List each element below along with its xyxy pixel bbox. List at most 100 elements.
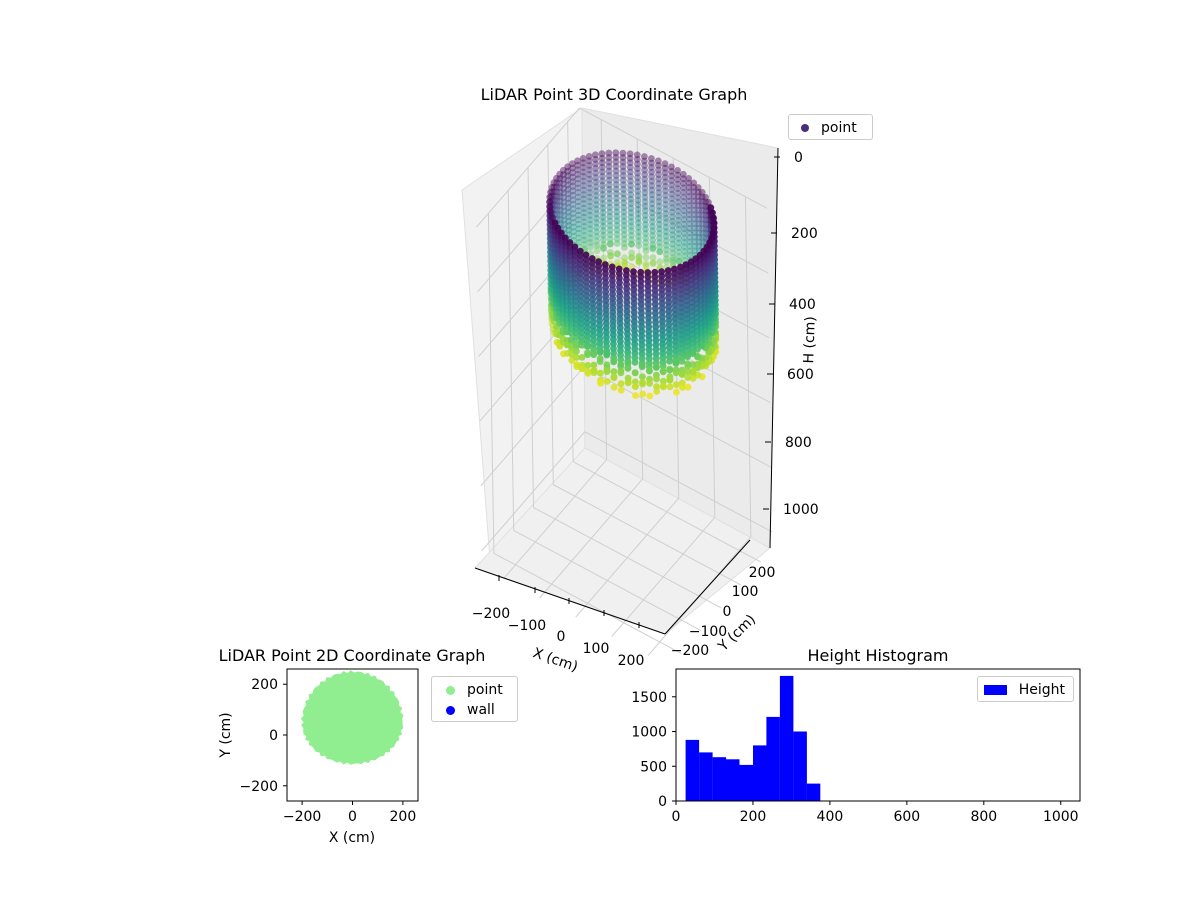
point-3d [674,176,682,183]
point-3d [634,205,642,213]
point-3d [681,248,688,255]
point-3d [649,236,657,244]
point-3d [662,210,670,218]
point-3d [606,190,613,198]
point-3d [635,242,643,250]
point-3d [569,173,576,181]
point-3d [661,164,669,172]
point-3d [606,226,614,234]
point-3d [675,257,683,265]
point-3d [586,166,593,174]
point-3d [699,216,706,223]
point-3d [635,259,643,266]
point-3d [606,199,613,207]
point-3d [605,172,613,180]
point-3d [547,202,555,210]
point-3d [702,198,710,206]
point-3d [686,252,694,259]
point-3d [680,211,688,219]
point-3d [656,225,663,233]
point-3d [613,185,620,193]
point-3d [628,236,635,244]
point-3d [642,234,650,242]
point-3d [547,293,555,300]
point-3d [569,187,577,195]
z-tick-label: 200 [791,226,818,242]
point-3d [627,204,635,212]
point-3d [570,232,577,240]
point-3d [548,202,556,209]
point-3d [586,189,594,197]
point-3d [556,197,564,205]
grid-left-h [477,172,581,293]
point-3d [547,306,555,314]
hist-x-tick-label: 400 [817,809,844,825]
grid-floor-y [553,484,742,586]
point-3d [546,244,554,251]
point-3d [593,210,600,218]
point-3d [685,184,693,191]
point-3d [556,170,564,178]
point-3d [599,173,606,180]
histogram-bar [793,731,807,801]
point-3d [586,221,594,228]
point-3d [574,202,582,210]
point-3d [649,241,657,249]
point-3d [580,195,588,203]
legend-2d: point wall [431,676,518,722]
point-3d [587,243,594,251]
point-3d [546,212,554,220]
point-3d [586,225,594,233]
point-3d [607,252,614,260]
point-3d [546,239,554,247]
point-3d [575,211,582,219]
point-3d [596,358,604,365]
point-3d [648,204,656,212]
point-3d [691,229,698,237]
point-3d [668,199,676,207]
y-tick-label: 0 [723,604,732,620]
point-3d [649,259,657,267]
point-3d [600,241,607,248]
point-3d [586,180,593,188]
point-3d [597,369,604,377]
point-3d [680,216,688,224]
point-3d [560,166,567,174]
z-tick-label: 600 [787,367,814,383]
point-3d [599,186,606,194]
point-3d [675,216,682,224]
point-3d [675,230,682,238]
point-3d [672,381,680,388]
point-3d [675,221,682,229]
point-3d [586,202,594,210]
point-3d [579,164,587,171]
point-3d [686,234,694,241]
point-3d [546,216,554,224]
point-3d [680,229,688,237]
grid-floor-y [513,529,702,632]
point-3d [578,341,586,349]
point-3d [680,220,688,228]
point-3d [635,237,642,245]
point-3d [680,207,688,215]
point-3d [605,158,613,166]
point-3d [641,175,649,183]
point-3d [620,208,628,216]
hist-y-tick-label: 1000 [631,725,667,741]
point-3d [603,350,611,358]
point-3d [656,230,663,237]
point-3d [599,191,607,198]
y-tick-label: −200 [671,643,709,659]
point-3d [560,212,568,220]
point-3d [580,223,588,230]
point-3d [556,193,564,201]
point-3d [626,159,634,167]
point-3d [642,247,650,255]
point-3d [564,163,572,171]
point-3d [631,369,639,377]
point-3d [546,208,554,216]
point-3d [668,213,676,221]
point-3d [690,184,698,191]
point-3d [581,236,588,244]
point-3d [641,212,649,219]
